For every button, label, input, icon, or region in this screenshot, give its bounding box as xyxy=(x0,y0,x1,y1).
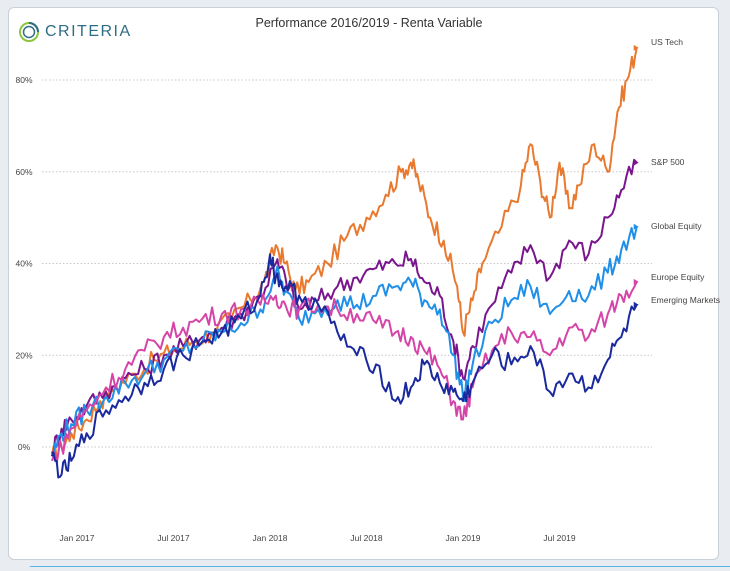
chart-title: Performance 2016/2019 - Renta Variable xyxy=(256,16,483,30)
y-tick-label: 60% xyxy=(15,167,32,177)
chart-grid xyxy=(42,79,652,448)
series-line-europe-equity xyxy=(50,281,638,465)
series-line-us-tech xyxy=(50,47,638,462)
series-end-marker xyxy=(633,159,639,166)
y-tick-label: 80% xyxy=(15,75,32,85)
x-tick-label: Jul 2019 xyxy=(543,533,575,543)
legend-label: Europe Equity xyxy=(651,272,705,282)
legend-label: Emerging Markets xyxy=(651,295,720,305)
x-axis: Jan 2017 Jul 2017 Jan 2018 Jul 2018 Jan 2019… xyxy=(60,533,576,543)
y-axis: 0% 20% 40% 60% 80% xyxy=(15,75,32,452)
brand-logo: CRITERIA xyxy=(18,21,132,43)
x-tick-label: Jul 2018 xyxy=(350,533,382,543)
y-tick-label: 40% xyxy=(15,259,32,269)
criteria-logo-icon xyxy=(19,22,39,42)
legend-label: Global Equity xyxy=(651,221,702,231)
series-end-marker xyxy=(633,223,639,230)
y-tick-label: 0% xyxy=(18,442,31,452)
legend: US Tech S&P 500 Global Equity Europe Equity… xyxy=(651,37,720,305)
x-tick-label: Jul 2017 xyxy=(157,533,189,543)
x-tick-label: Jan 2017 xyxy=(60,533,95,543)
series-line-emerging-markets xyxy=(50,253,638,479)
series-end-marker xyxy=(633,301,639,308)
brand-logo-text: CRITERIA xyxy=(45,23,132,40)
legend-label: US Tech xyxy=(651,37,683,47)
y-tick-label: 20% xyxy=(15,350,32,360)
bottom-rule xyxy=(30,566,730,567)
legend-label: S&P 500 xyxy=(651,157,685,167)
x-tick-label: Jan 2019 xyxy=(446,533,481,543)
series-end-marker xyxy=(633,278,639,285)
series-line-global-equity xyxy=(51,226,638,458)
series-line-s-p-500 xyxy=(50,158,638,457)
x-tick-label: Jan 2018 xyxy=(253,533,288,543)
series-group xyxy=(50,44,639,479)
series-end-marker xyxy=(633,44,639,51)
